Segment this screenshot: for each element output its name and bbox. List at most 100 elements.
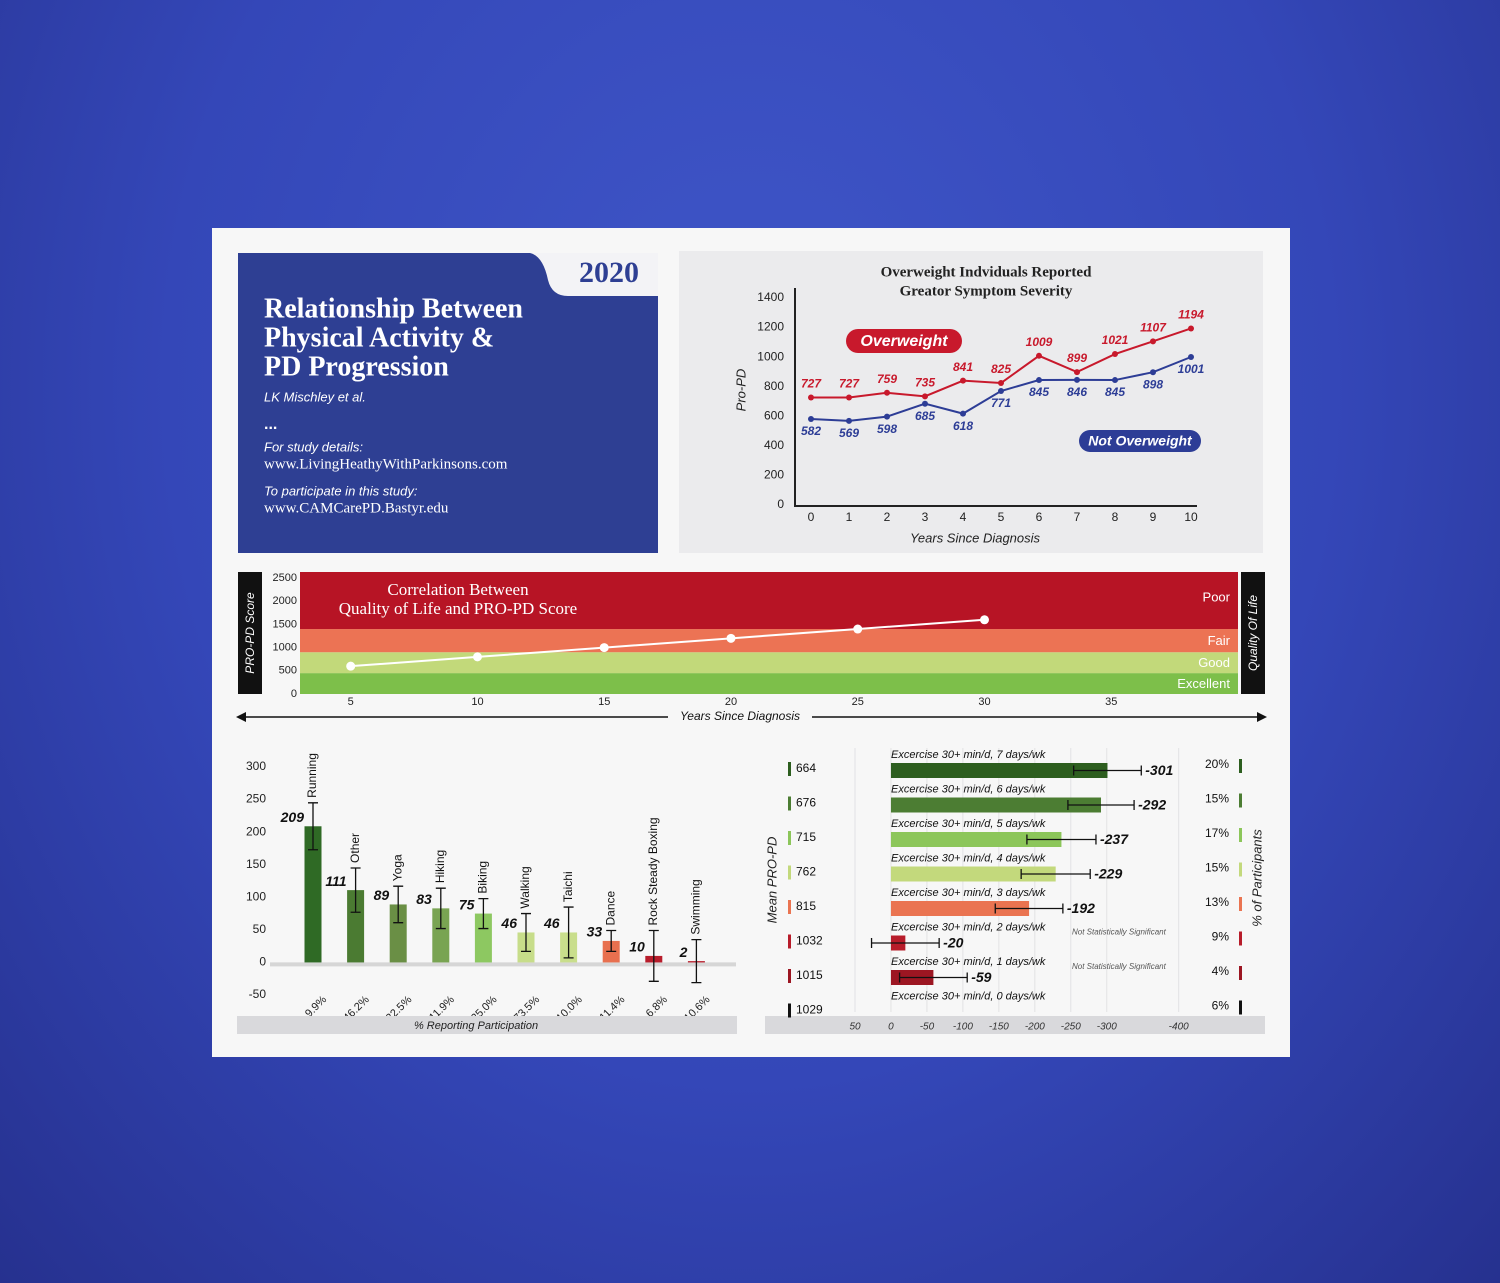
point [346, 661, 356, 671]
y-tick-label: 0 [259, 955, 266, 969]
y-tick-label: 500 [279, 665, 297, 677]
category-label: Walking [518, 866, 532, 908]
y-tick-label: 50 [253, 922, 267, 936]
side-box [238, 572, 262, 694]
row-tick [788, 762, 791, 776]
row-tick [1239, 931, 1242, 946]
x-tick-label: 9 [1150, 510, 1157, 524]
error-bar [691, 938, 702, 984]
band-label: Excellent [1177, 676, 1230, 691]
point [853, 624, 863, 634]
x-tick-label: 4 [960, 510, 967, 524]
participants: 20% [1205, 757, 1229, 771]
value-label: 209 [280, 809, 305, 825]
side-box [1241, 572, 1265, 694]
row-tick [788, 969, 791, 983]
y-tick-label: 2000 [273, 595, 297, 607]
bar [389, 904, 407, 963]
error-bar [478, 897, 489, 930]
category-label: Excercise 30+ min/d, 2 days/wk [891, 921, 1046, 933]
value-label: 759 [877, 372, 897, 386]
x-tick-label: 3 [922, 510, 929, 524]
participate-url: www.CAMCarePD.Bastyr.edu [264, 500, 449, 516]
x-tick-label: 25 [852, 696, 864, 708]
value-label: 33 [587, 924, 603, 940]
note: Not Statistically Significant [1072, 962, 1167, 971]
point [1112, 351, 1118, 358]
error-bar [1073, 765, 1142, 776]
y-tick-label: -50 [249, 987, 267, 1001]
row-tick [1239, 759, 1242, 773]
y-tick-label: 1200 [757, 320, 784, 334]
error-bar [606, 929, 617, 953]
bar [890, 832, 1062, 847]
value-label: 845 [1105, 385, 1125, 399]
mean-pro-pd: 676 [796, 796, 816, 810]
quality-band [300, 673, 1238, 694]
value-label: 825 [991, 362, 1011, 376]
bar [304, 826, 322, 963]
category-label: Excercise 30+ min/d, 5 days/wk [891, 818, 1046, 830]
point [884, 389, 890, 396]
row-tick [1239, 828, 1242, 842]
trend-line [350, 618, 985, 668]
category-label: Excercise 30+ min/d, 3 days/wk [891, 887, 1046, 899]
row-tick [1239, 966, 1242, 980]
point [960, 410, 966, 417]
y-tick-label: 2500 [273, 572, 297, 584]
error-bar [350, 867, 361, 913]
x-tick-label: 2 [884, 510, 891, 524]
y-tick-label: 150 [246, 857, 266, 871]
category-label: Excercise 30+ min/d, 7 days/wk [891, 749, 1046, 761]
point [1036, 352, 1042, 359]
participants: 15% [1205, 792, 1229, 806]
participants: 17% [1205, 826, 1229, 840]
quality-band [300, 629, 1238, 653]
title-line: Relationship Between [264, 293, 523, 324]
y-tick-label: 600 [764, 408, 784, 422]
x-tick-label: 15 [598, 696, 610, 708]
bar [432, 908, 450, 963]
bar [474, 913, 492, 963]
value-label: 735 [915, 375, 935, 389]
value-label: 898 [1143, 377, 1163, 391]
y-tick-label: 200 [764, 468, 784, 482]
y2-axis-label: % of Participants [1249, 829, 1264, 927]
error-bar [393, 885, 404, 924]
error-bar [1026, 834, 1097, 845]
x-tick-label: 5 [998, 510, 1005, 524]
value-label: 685 [915, 409, 935, 423]
arrow-head [236, 712, 246, 722]
x-tick-label: -100 [953, 1022, 973, 1033]
value-label: -59 [971, 969, 991, 985]
line-panel [679, 251, 1263, 553]
category-label: Excercise 30+ min/d, 4 days/wk [891, 852, 1046, 864]
y-tick-label: 200 [246, 824, 266, 838]
category-label: Other [348, 833, 362, 863]
y2-axis-label: Quality Of Life [1246, 595, 1260, 671]
point [979, 615, 989, 625]
y-tick-label: 400 [764, 438, 784, 452]
mean-pro-pd: 715 [796, 830, 816, 844]
x-tick-label: 30 [978, 696, 990, 708]
y-axis-label: PRO-PD Score [243, 592, 257, 674]
category-label: Excercise 30+ min/d, 1 days/wk [891, 956, 1046, 968]
category-label: Excercise 30+ min/d, 0 days/wk [891, 990, 1046, 1002]
value-label: 1009 [1026, 335, 1053, 349]
point [998, 388, 1004, 395]
value-label: 1021 [1102, 333, 1129, 347]
bar [890, 901, 1030, 916]
point [808, 415, 814, 422]
label-backdrop [668, 708, 812, 726]
value-label: 771 [991, 396, 1011, 410]
value-label: 618 [953, 419, 973, 433]
point [726, 633, 736, 643]
x-tick-label: -250 [1061, 1022, 1081, 1033]
category-label: Dance [603, 890, 617, 925]
mean-pro-pd: 762 [796, 865, 816, 879]
x-tick-label: 5 [348, 696, 354, 708]
y-tick-label: 300 [246, 759, 266, 773]
y-axis-label: Pro-PD [733, 369, 748, 412]
error-bar [648, 929, 659, 982]
